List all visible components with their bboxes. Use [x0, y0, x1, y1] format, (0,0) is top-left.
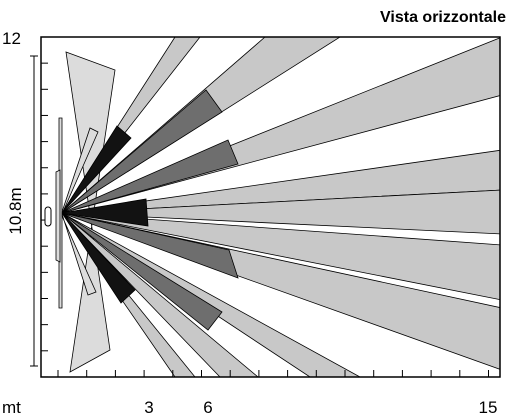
light-zone-5 [61, 189, 500, 235]
x-tick-label-3: 3 [144, 398, 153, 416]
sensor-icon [44, 206, 52, 227]
dark-zone-2 [61, 198, 149, 227]
x-tick-label-15: 15 [479, 398, 498, 416]
side-lobe-thin-2 [55, 169, 61, 263]
dark-zone-1 [61, 125, 132, 214]
light-zone-9 [61, 212, 259, 377]
detection-zones [55, 37, 500, 377]
side-lobe-lower [61, 213, 97, 296]
y-top-label: 12 [2, 29, 21, 48]
light-zone-3 [61, 37, 500, 214]
mid-zone-4 [61, 212, 223, 331]
dark-zone-3 [61, 212, 136, 304]
mid-zone-1 [61, 89, 223, 214]
diagram-title: Vista orizzontale [380, 9, 506, 26]
mid-zone-3 [61, 212, 239, 279]
x-tick-label-6: 6 [203, 398, 212, 416]
x-unit-label: mt [2, 398, 21, 416]
axis-ticks [30, 36, 489, 378]
diagram-frame [40, 36, 501, 378]
y-axis-label: 10.8m [6, 187, 25, 234]
light-zone-6 [61, 212, 500, 301]
mid-zone-2 [61, 139, 239, 214]
